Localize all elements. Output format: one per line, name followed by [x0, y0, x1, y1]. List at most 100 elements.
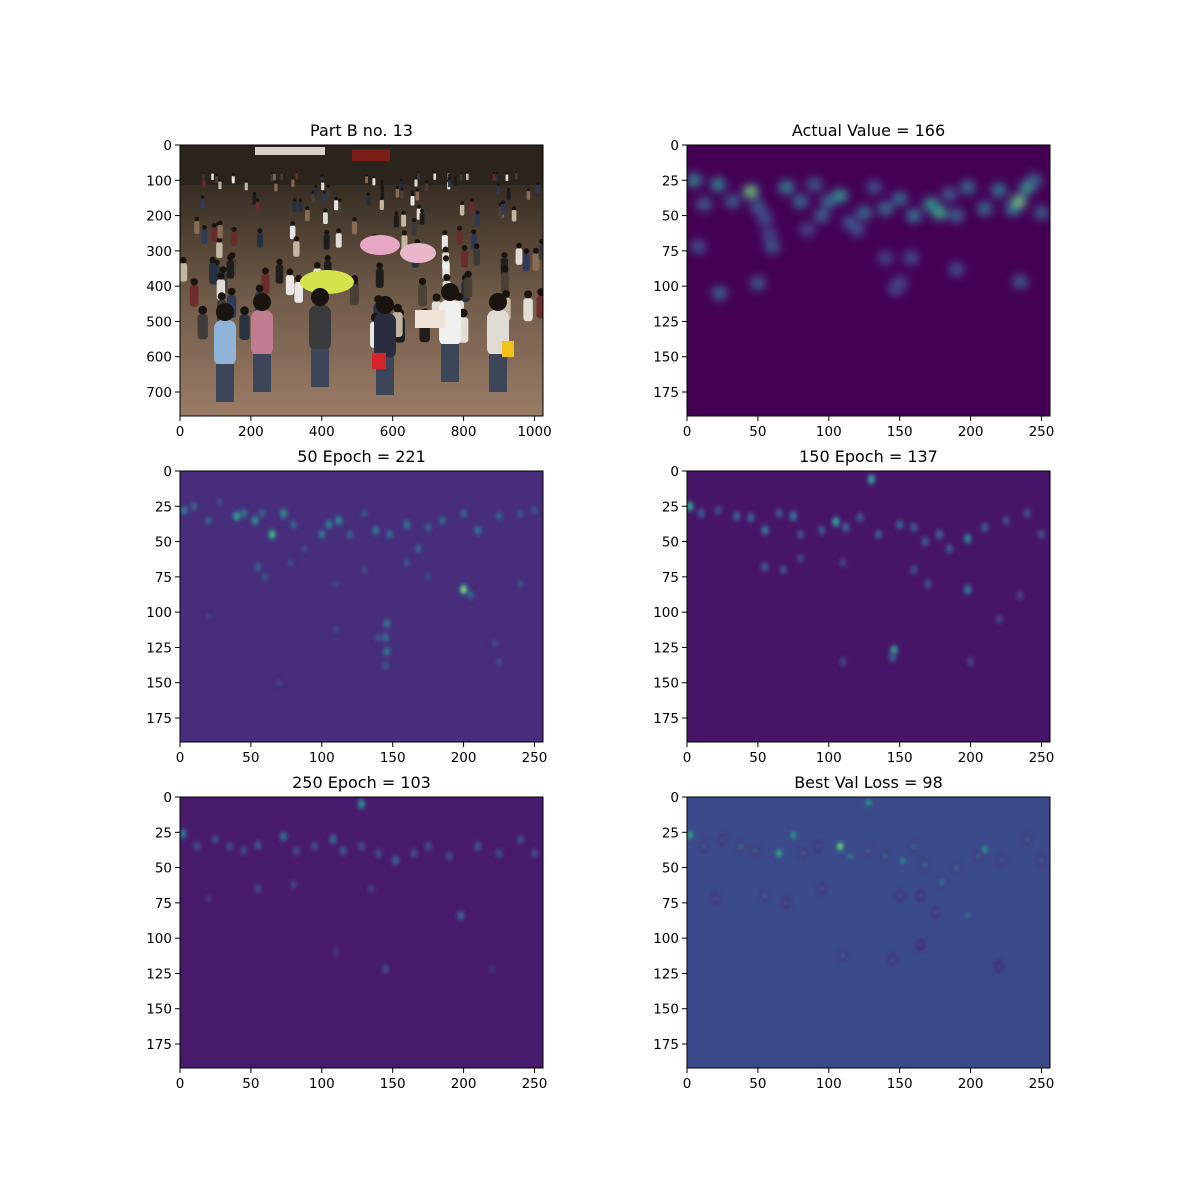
density-blob	[214, 837, 217, 842]
x-tick-label: 100	[816, 424, 842, 440]
person	[200, 198, 205, 209]
density-blob	[869, 477, 873, 482]
density-blob	[242, 511, 246, 516]
y-tick-label: 0	[163, 464, 172, 480]
density-blob	[362, 511, 366, 516]
person-head	[492, 171, 496, 175]
person	[255, 201, 260, 213]
person-head	[227, 287, 236, 296]
density-blob	[327, 522, 331, 527]
person-head	[401, 210, 406, 215]
person	[456, 230, 463, 245]
person	[252, 195, 257, 205]
panel-title: Actual Value = 166	[792, 121, 945, 140]
person-head	[201, 224, 207, 230]
person-head	[202, 171, 205, 174]
density-blob	[1039, 210, 1044, 215]
person-head	[415, 188, 419, 192]
person	[189, 285, 199, 307]
person-head	[255, 198, 260, 202]
density-blob	[348, 532, 352, 537]
person-head	[539, 238, 543, 245]
person	[270, 174, 274, 182]
y-tick-label: 200	[146, 209, 172, 225]
density-blob	[919, 943, 923, 947]
y-tick-label: 50	[155, 861, 172, 877]
density-blob	[805, 227, 810, 232]
density-blob	[360, 844, 363, 849]
x-tick-label: 100	[309, 1076, 335, 1092]
person	[313, 188, 318, 197]
person-head	[414, 176, 418, 180]
density-blob	[908, 255, 914, 260]
y-tick-label: 25	[662, 173, 679, 189]
photo-background	[180, 145, 543, 416]
heatmap-background	[180, 797, 543, 1068]
person-head	[244, 179, 248, 183]
density-blob	[289, 560, 292, 565]
person	[475, 214, 481, 227]
density-blob	[969, 659, 972, 664]
person-head	[507, 187, 511, 192]
density-blob	[388, 532, 392, 537]
person	[418, 284, 427, 307]
person-head	[393, 303, 402, 313]
person-head	[512, 206, 517, 211]
density-blob	[912, 568, 916, 572]
density-blob	[901, 858, 904, 863]
density-blob	[362, 568, 366, 572]
person	[305, 209, 310, 222]
person	[216, 242, 223, 259]
person-head	[442, 230, 448, 236]
person	[239, 314, 250, 340]
person-head	[274, 180, 278, 184]
person-head	[532, 247, 539, 254]
y-tick-label: 150	[146, 676, 172, 692]
y-tick-label: 50	[662, 535, 679, 551]
person	[326, 187, 331, 197]
x-tick-label: 1000	[517, 424, 551, 440]
y-tick-label: 25	[662, 825, 679, 841]
person	[523, 298, 533, 322]
person	[415, 191, 420, 201]
person	[295, 173, 299, 180]
x-tick-label: 50	[749, 424, 766, 440]
person-head	[461, 245, 468, 251]
person	[321, 182, 325, 191]
density-blob	[192, 504, 196, 509]
density-blob	[867, 848, 870, 853]
density-blob	[912, 525, 916, 530]
density-blob	[753, 848, 757, 853]
person-head	[473, 243, 480, 250]
x-tick-label: 250	[522, 1076, 548, 1092]
panel-title: Part B no. 13	[310, 121, 413, 140]
density-blob	[1025, 185, 1030, 190]
person-head	[216, 303, 234, 321]
person	[532, 253, 540, 271]
density-blob	[982, 206, 987, 211]
person	[294, 281, 303, 303]
density-blob	[834, 520, 838, 524]
density-blob	[799, 532, 802, 537]
density-blob	[891, 655, 894, 660]
x-tick-label: 200	[958, 750, 984, 766]
density-blob	[313, 844, 317, 849]
person-head	[442, 246, 449, 253]
density-blob	[260, 511, 264, 516]
panel-image	[687, 797, 1050, 1068]
panel-3: 0 50 100 150 200 250 0 25 50 75 100 125 150 175 50 Epo…	[146, 447, 547, 766]
density-blob	[182, 508, 186, 513]
person	[399, 181, 403, 190]
person-head	[209, 256, 216, 264]
density-blob	[377, 635, 380, 640]
person-head	[376, 296, 394, 314]
density-blob	[228, 844, 231, 849]
y-tick-label: 125	[653, 640, 679, 656]
density-blob	[702, 844, 706, 849]
density-layer	[687, 172, 1050, 302]
person-head	[394, 211, 399, 216]
person	[506, 190, 511, 200]
person-head	[417, 170, 420, 174]
person-head	[190, 278, 198, 286]
density-blob	[748, 189, 753, 194]
